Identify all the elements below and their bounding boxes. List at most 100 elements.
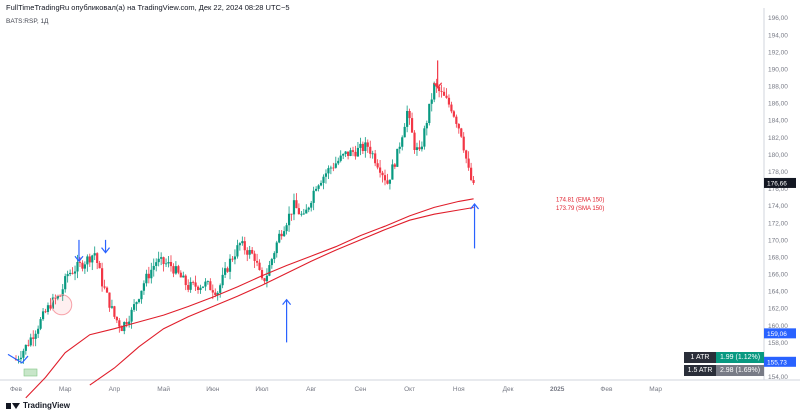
candle-body [450,104,453,112]
candle-body [280,233,283,237]
candle-body [192,281,195,283]
candle-body [162,257,165,265]
price-label-box [764,177,796,188]
y-tick-label: 174,00 [768,203,788,210]
atr-1-box: 1 ATR 1.99 (1.12%) [684,352,764,363]
candle-body [19,357,23,360]
candle-body [46,305,50,312]
candle-body [209,281,212,291]
event-marker [23,368,38,377]
candle-body [78,262,82,263]
candle-body [393,164,396,167]
candle-body [194,282,197,287]
candle-body [354,151,357,157]
candle-body [93,253,96,256]
y-tick-label: 188,00 [768,84,788,91]
candle-body [381,172,384,176]
candle-body [147,273,150,279]
candle-body [96,253,99,263]
candle-body [120,326,123,332]
candle-body [273,253,276,260]
candle-body [403,126,406,138]
candle-body [425,123,428,129]
arrow-head [74,255,84,263]
candle-body [430,99,433,104]
candle-body [73,271,77,274]
y-tick-label: 170,00 [768,237,788,244]
y-tick-label: 166,00 [768,272,788,279]
candle-body [172,266,175,274]
candle-body [226,268,229,272]
candle-body [221,274,224,286]
candle-body [255,260,259,263]
atr-1-5-value: 2.98 (1.69%) [716,365,764,376]
y-tick-label: 164,00 [768,289,788,296]
candle-body [295,200,298,209]
y-tick-label: 178,00 [768,169,788,176]
candle-body [334,163,337,168]
candle-body [196,286,200,291]
x-tick-label: Мар [59,386,72,393]
price-label-text: 159,06 [767,331,787,338]
candle-body [307,207,310,210]
candle-body [378,167,382,173]
sma-label: 173.79 (SMA 150) [556,206,604,212]
chart-header: FullTimeTradingRu опубликовал(а) на Trad… [6,3,290,12]
candle-body [302,213,305,215]
footer-brand[interactable]: TradingView [6,401,70,410]
candle-body [258,262,261,270]
y-tick-label: 196,00 [768,15,788,22]
candle-body [268,265,271,276]
candle-body [76,262,79,272]
candle-body [455,116,458,124]
candle-body [347,151,350,156]
y-tick-label: 186,00 [768,101,788,108]
price-label-box [764,356,796,367]
candle-body [118,320,121,327]
low-marker [7,353,29,364]
candle-body [305,209,308,214]
price-label-text: 176,66 [767,180,787,187]
candle-body [157,258,160,263]
candle-body [189,281,192,290]
candle-body [366,142,369,147]
candle-body [37,328,40,334]
candle-body [219,285,222,293]
candle-body [283,231,286,237]
atr-1-5-box: 1.5 ATR 2.98 (1.69%) [684,365,764,376]
atr-1-label: 1 ATR [684,352,716,363]
ema-150-line [25,198,474,399]
candle-body [101,268,104,287]
candle-body [423,128,426,147]
y-tick-label: 158,00 [768,340,788,347]
candle-body [359,143,362,148]
candle-body [233,256,237,260]
candle-body [319,182,323,186]
candle-body [374,153,377,164]
candle-body [337,160,340,164]
candle-body [462,136,465,151]
candle-body [408,110,411,119]
candle-body [388,179,392,184]
candle-body [64,276,67,290]
candle-body [285,225,288,232]
candle-body [470,167,473,181]
candle-body [396,148,399,167]
candle-body [17,359,20,360]
candle-body [460,128,463,137]
candle-body [49,305,52,309]
ema-label: 174.81 (EMA 150) [556,197,604,203]
candle-body [351,150,355,152]
candle-body [246,250,249,255]
brand-name: TradingView [23,401,70,410]
price-label-text: 155,73 [767,359,787,366]
candle-body [442,91,446,96]
x-tick-label: Июл [255,386,268,393]
candle-body [105,287,109,293]
y-tick-label: 160,00 [768,323,788,330]
candle-body [155,262,158,266]
candle-body [160,257,163,259]
candle-body [413,132,416,150]
candle-body [199,287,202,291]
